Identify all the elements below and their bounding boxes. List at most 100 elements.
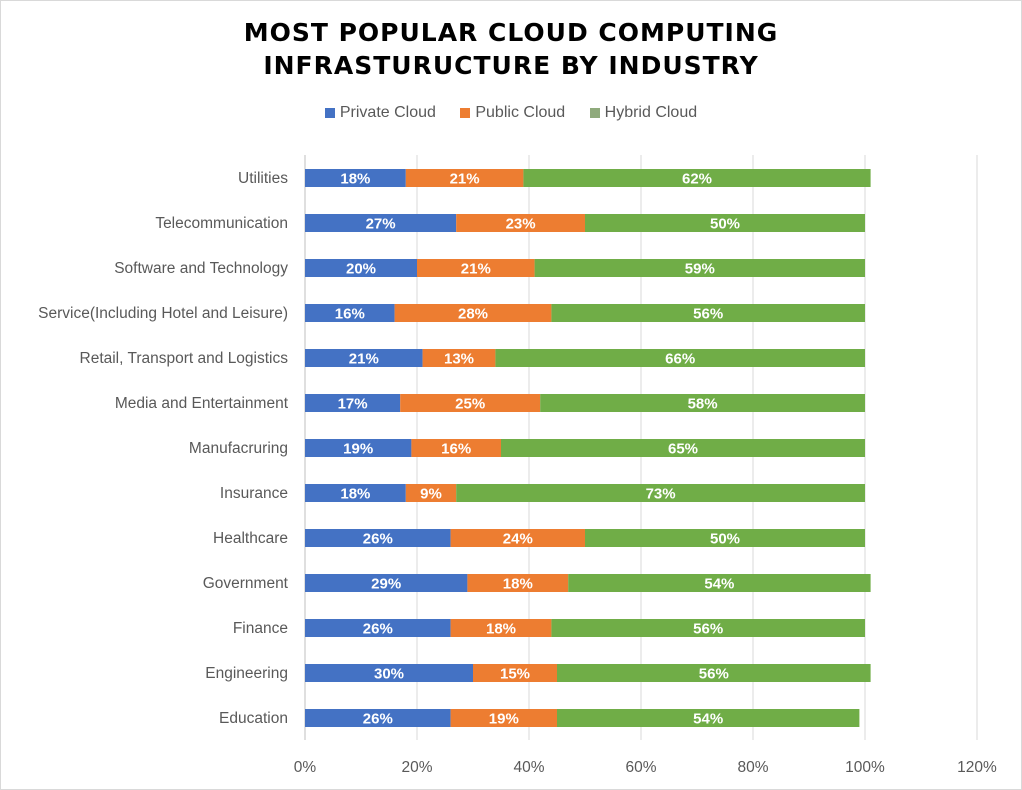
category-label: Finance <box>233 620 288 637</box>
data-label: 16% <box>335 306 365 323</box>
legend-item-private: Private Cloud <box>324 104 436 122</box>
data-label: 21% <box>461 261 491 278</box>
legend-swatch <box>589 107 600 118</box>
data-label: 50% <box>710 531 740 548</box>
bar-segment <box>534 259 865 277</box>
bar-segment <box>557 664 871 682</box>
bar-segment <box>305 619 451 637</box>
data-label: 24% <box>503 531 533 548</box>
category-label: Education <box>219 710 288 727</box>
bar-segment <box>523 169 871 187</box>
legend-swatch <box>324 107 335 118</box>
legend-label: Hybrid Cloud <box>604 104 698 121</box>
bar-segment <box>540 394 865 412</box>
data-label: 29% <box>371 576 401 593</box>
category-label: Government <box>203 575 289 592</box>
data-label: 18% <box>503 576 533 593</box>
bar-segment <box>467 574 569 592</box>
data-label: 26% <box>363 621 393 638</box>
bar-segment <box>456 214 585 232</box>
bar-segment <box>551 619 865 637</box>
data-label: 59% <box>685 261 715 278</box>
data-label: 30% <box>374 666 404 683</box>
category-label: Utilities <box>238 170 288 187</box>
category-label: Manufacruring <box>189 440 288 457</box>
bar-segment <box>305 349 423 367</box>
data-label: 19% <box>489 711 519 728</box>
bar-segment <box>411 439 501 457</box>
legend-item-hybrid: Hybrid Cloud <box>589 104 698 122</box>
data-label: 21% <box>450 171 480 188</box>
bar-segment <box>405 169 524 187</box>
bar-segment <box>305 394 401 412</box>
bar-segment <box>400 394 541 412</box>
bar-segment <box>568 574 871 592</box>
bar-segment <box>305 169 406 187</box>
data-label: 58% <box>688 396 718 413</box>
bar-segment <box>495 349 865 367</box>
bar-segment <box>305 439 412 457</box>
bar-segment <box>450 529 585 547</box>
bar-segment <box>585 529 865 547</box>
bar-segment <box>473 664 557 682</box>
bar-segment <box>557 709 860 727</box>
data-label: 54% <box>693 711 723 728</box>
bar-segment <box>450 709 557 727</box>
bar-segment <box>422 349 496 367</box>
category-label: Software and Technology <box>114 260 288 277</box>
title-line-2: INFRASTURUCTURE BY INDUSTRY <box>263 51 759 80</box>
title-line-1: MOST POPULAR CLOUD COMPUTING <box>243 18 779 47</box>
data-label: 54% <box>704 576 734 593</box>
data-label: 20% <box>346 261 376 278</box>
bar-segment <box>305 214 457 232</box>
legend-label: Public Cloud <box>475 104 566 121</box>
legend-item-public: Public Cloud <box>460 104 565 122</box>
bar-segment <box>305 529 451 547</box>
data-label: 9% <box>420 486 442 503</box>
category-label: Engineering <box>205 665 288 682</box>
data-label: 25% <box>455 396 485 413</box>
bar-segment <box>305 484 406 502</box>
x-tick-label: 120% <box>957 759 997 776</box>
bar-segment <box>551 304 865 322</box>
bar-segment <box>394 304 552 322</box>
data-label: 17% <box>338 396 368 413</box>
data-label: 28% <box>458 306 488 323</box>
legend-label: Private Cloud <box>339 104 436 121</box>
bar-segment <box>450 619 552 637</box>
data-label: 18% <box>340 486 370 503</box>
x-tick-label: 0% <box>294 759 317 776</box>
x-tick-label: 60% <box>625 759 656 776</box>
data-label: 18% <box>486 621 516 638</box>
data-label: 56% <box>693 621 723 638</box>
data-label: 21% <box>349 351 379 368</box>
category-label: Insurance <box>220 485 288 502</box>
category-label: Telecommunication <box>155 215 288 232</box>
category-label: Retail, Transport and Logistics <box>80 350 289 367</box>
bar-segment <box>585 214 865 232</box>
bar-segment <box>305 574 468 592</box>
category-label: Media and Entertainment <box>115 395 289 412</box>
data-label: 13% <box>444 351 474 368</box>
data-label: 16% <box>441 441 471 458</box>
x-tick-label: 20% <box>401 759 432 776</box>
bar-segment <box>305 709 451 727</box>
data-label: 56% <box>699 666 729 683</box>
data-label: 26% <box>363 711 393 728</box>
x-tick-label: 40% <box>513 759 544 776</box>
bar-segment <box>305 304 395 322</box>
bar-segment <box>405 484 457 502</box>
data-label: 50% <box>710 216 740 233</box>
category-label: Service(Including Hotel and Leisure) <box>38 305 288 322</box>
data-label: 19% <box>343 441 373 458</box>
bar-segment <box>456 484 865 502</box>
data-label: 15% <box>500 666 530 683</box>
data-label: 65% <box>668 441 698 458</box>
bar-segment <box>417 259 535 277</box>
legend: Private Cloud Public Cloud Hybrid Cloud <box>0 104 1022 122</box>
data-label: 26% <box>363 531 393 548</box>
bar-segment <box>305 664 473 682</box>
data-label: 56% <box>693 306 723 323</box>
data-label: 23% <box>506 216 536 233</box>
